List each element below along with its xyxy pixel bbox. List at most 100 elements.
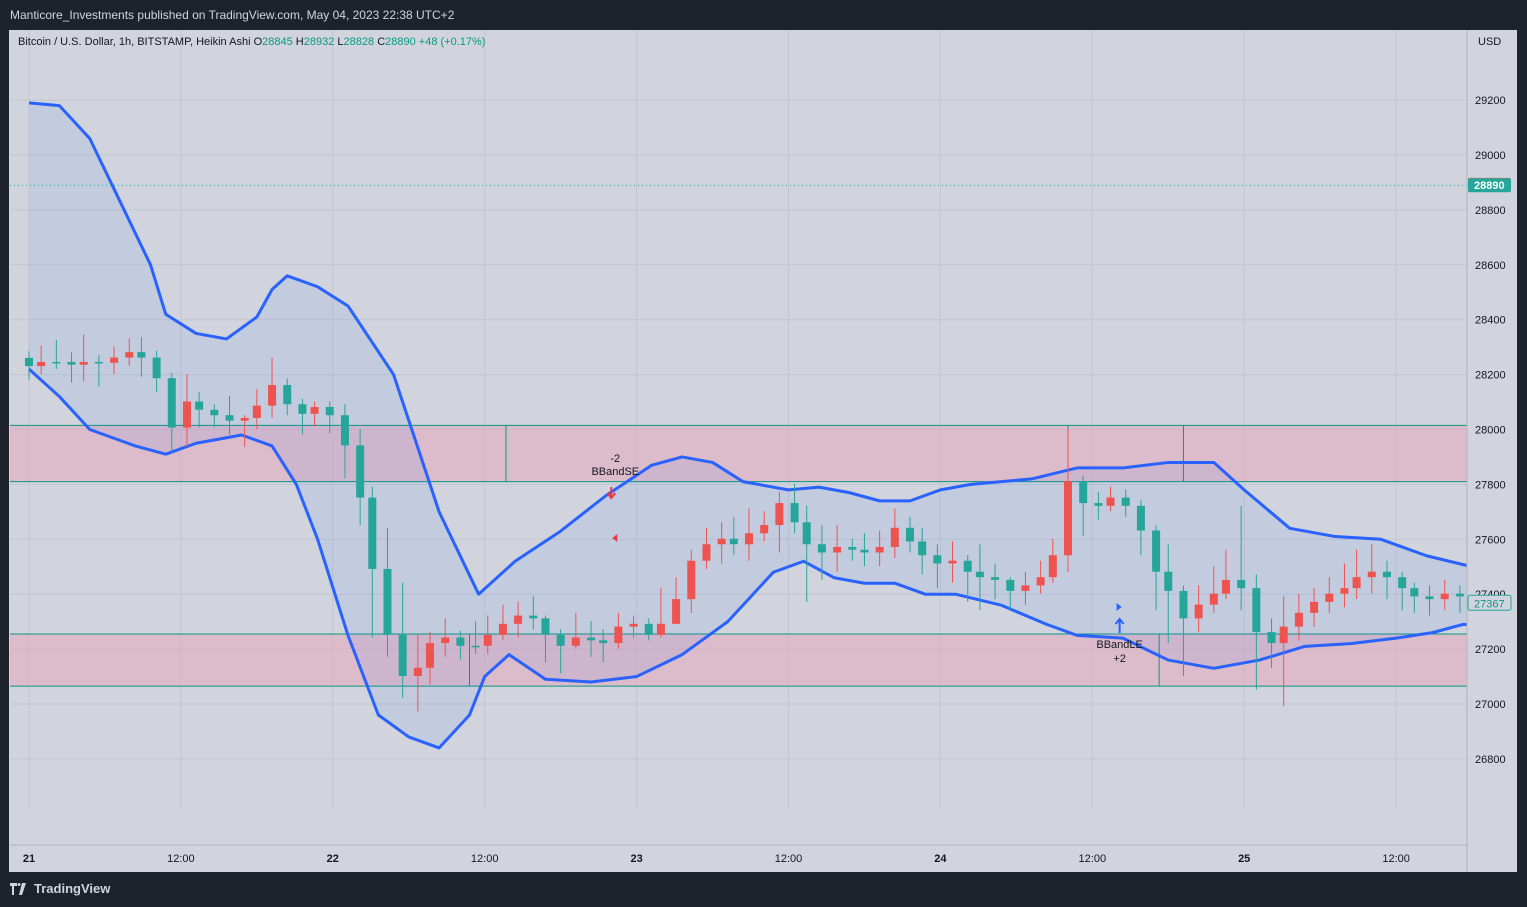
candle-body — [729, 538, 738, 545]
signal-label: BBandSE — [591, 466, 639, 478]
candle-body — [441, 637, 450, 644]
candle-body — [1194, 604, 1203, 619]
y-tick-label: 26800 — [1475, 754, 1506, 766]
candle-body — [1079, 481, 1088, 504]
candle-body — [167, 378, 176, 428]
candle-body — [25, 357, 33, 367]
candle-body — [790, 503, 799, 523]
last-price-label: 28890 — [1474, 180, 1505, 192]
close-value: 28890 — [385, 36, 416, 48]
candle-body — [456, 637, 465, 646]
candle-body — [599, 640, 608, 644]
y-tick-label: 28800 — [1475, 205, 1506, 217]
candle-body — [1455, 593, 1464, 597]
high-label: H — [295, 36, 304, 48]
candle-body — [252, 405, 261, 418]
candle-body — [383, 568, 392, 635]
candle-body — [240, 417, 249, 421]
candle-body — [1440, 593, 1449, 600]
candle-body — [802, 522, 811, 545]
candle-body — [717, 538, 726, 545]
x-tick-label: 12:00 — [1079, 853, 1107, 865]
candle-body — [298, 404, 307, 414]
candle-body — [1048, 555, 1057, 578]
candle-body — [1121, 497, 1130, 506]
candle-body — [182, 401, 191, 428]
candle-body — [975, 571, 984, 578]
candle-body — [210, 409, 219, 416]
candle-body — [1036, 577, 1045, 586]
candle-body — [37, 361, 46, 367]
candle-body — [426, 643, 435, 668]
change-value: +48 (+0.17%) — [418, 36, 486, 48]
y-tick-label: 28000 — [1475, 425, 1506, 437]
candle-body — [1352, 577, 1361, 589]
close-label: C — [377, 36, 386, 48]
candle-body — [760, 525, 769, 534]
candle-body — [702, 544, 711, 561]
candle-body — [1164, 571, 1173, 591]
x-tick-label: 22 — [327, 853, 339, 865]
y-tick-label: 28400 — [1475, 315, 1506, 327]
candle-body — [94, 361, 103, 364]
symbol-label: Bitcoin / U.S. Dollar, 1h, BITSTAMP, Hei… — [18, 36, 251, 48]
candle-body — [933, 555, 942, 564]
candle-body — [687, 560, 696, 600]
high-value: 28932 — [303, 36, 335, 48]
footer-bar: TradingView — [0, 872, 1527, 907]
candle-body — [1410, 588, 1419, 597]
open-value: 28845 — [262, 36, 293, 48]
y-tick-label: 29000 — [1475, 150, 1506, 162]
buy-marker-icon — [1116, 603, 1122, 611]
signal-label: +2 — [1113, 653, 1126, 665]
band-fill — [29, 102, 1503, 748]
current-price-label: 27367 — [1474, 598, 1505, 610]
tradingview-icon — [10, 882, 26, 895]
candle-body — [587, 637, 596, 641]
candle-body — [875, 546, 884, 553]
candle-body — [906, 527, 915, 542]
y-tick-label: 28200 — [1475, 370, 1506, 382]
candle-body — [152, 357, 161, 379]
candle-body — [1279, 626, 1288, 644]
last-price-box — [1468, 178, 1511, 193]
candle-body — [963, 560, 972, 572]
price-axis — [1467, 30, 1517, 872]
chart-legend: Bitcoin / U.S. Dollar, 1h, BITSTAMP, Hei… — [18, 36, 485, 48]
candle-body — [1136, 505, 1145, 531]
candle-body — [1310, 601, 1319, 613]
candle-body — [195, 401, 204, 410]
candle-body — [125, 352, 134, 358]
tradingview-logo[interactable]: TradingView — [10, 881, 110, 896]
candle-body — [629, 623, 638, 627]
candle-body — [471, 645, 480, 648]
candle-body — [1063, 481, 1072, 556]
header-bar: Manticore_Investments published on Tradi… — [0, 0, 1527, 30]
currency-label: USD — [1478, 36, 1501, 48]
candle-body — [775, 503, 784, 526]
candle-body — [890, 527, 899, 547]
y-tick-label: 27200 — [1475, 644, 1506, 656]
candle-body — [325, 406, 334, 416]
candle-body — [1094, 503, 1103, 506]
plot-area — [10, 30, 1467, 808]
candle-body — [556, 634, 565, 646]
candle-body — [137, 352, 146, 358]
candle-body — [52, 361, 61, 364]
sell-marker-icon — [612, 534, 618, 542]
candle-body — [514, 615, 523, 624]
candle-body — [529, 615, 538, 619]
candle-body — [541, 618, 550, 635]
candle-body — [498, 623, 507, 635]
candle-body — [67, 361, 76, 365]
y-tick-label: 27600 — [1475, 534, 1506, 546]
candle-body — [268, 385, 277, 406]
y-tick-label: 27000 — [1475, 699, 1506, 711]
x-tick-label: 24 — [934, 853, 947, 865]
x-tick-label: 23 — [630, 853, 642, 865]
candle-body — [398, 634, 407, 677]
lower-band-line — [27, 367, 1503, 750]
candle-body — [1237, 579, 1246, 589]
logo-text: TradingView — [34, 881, 111, 896]
